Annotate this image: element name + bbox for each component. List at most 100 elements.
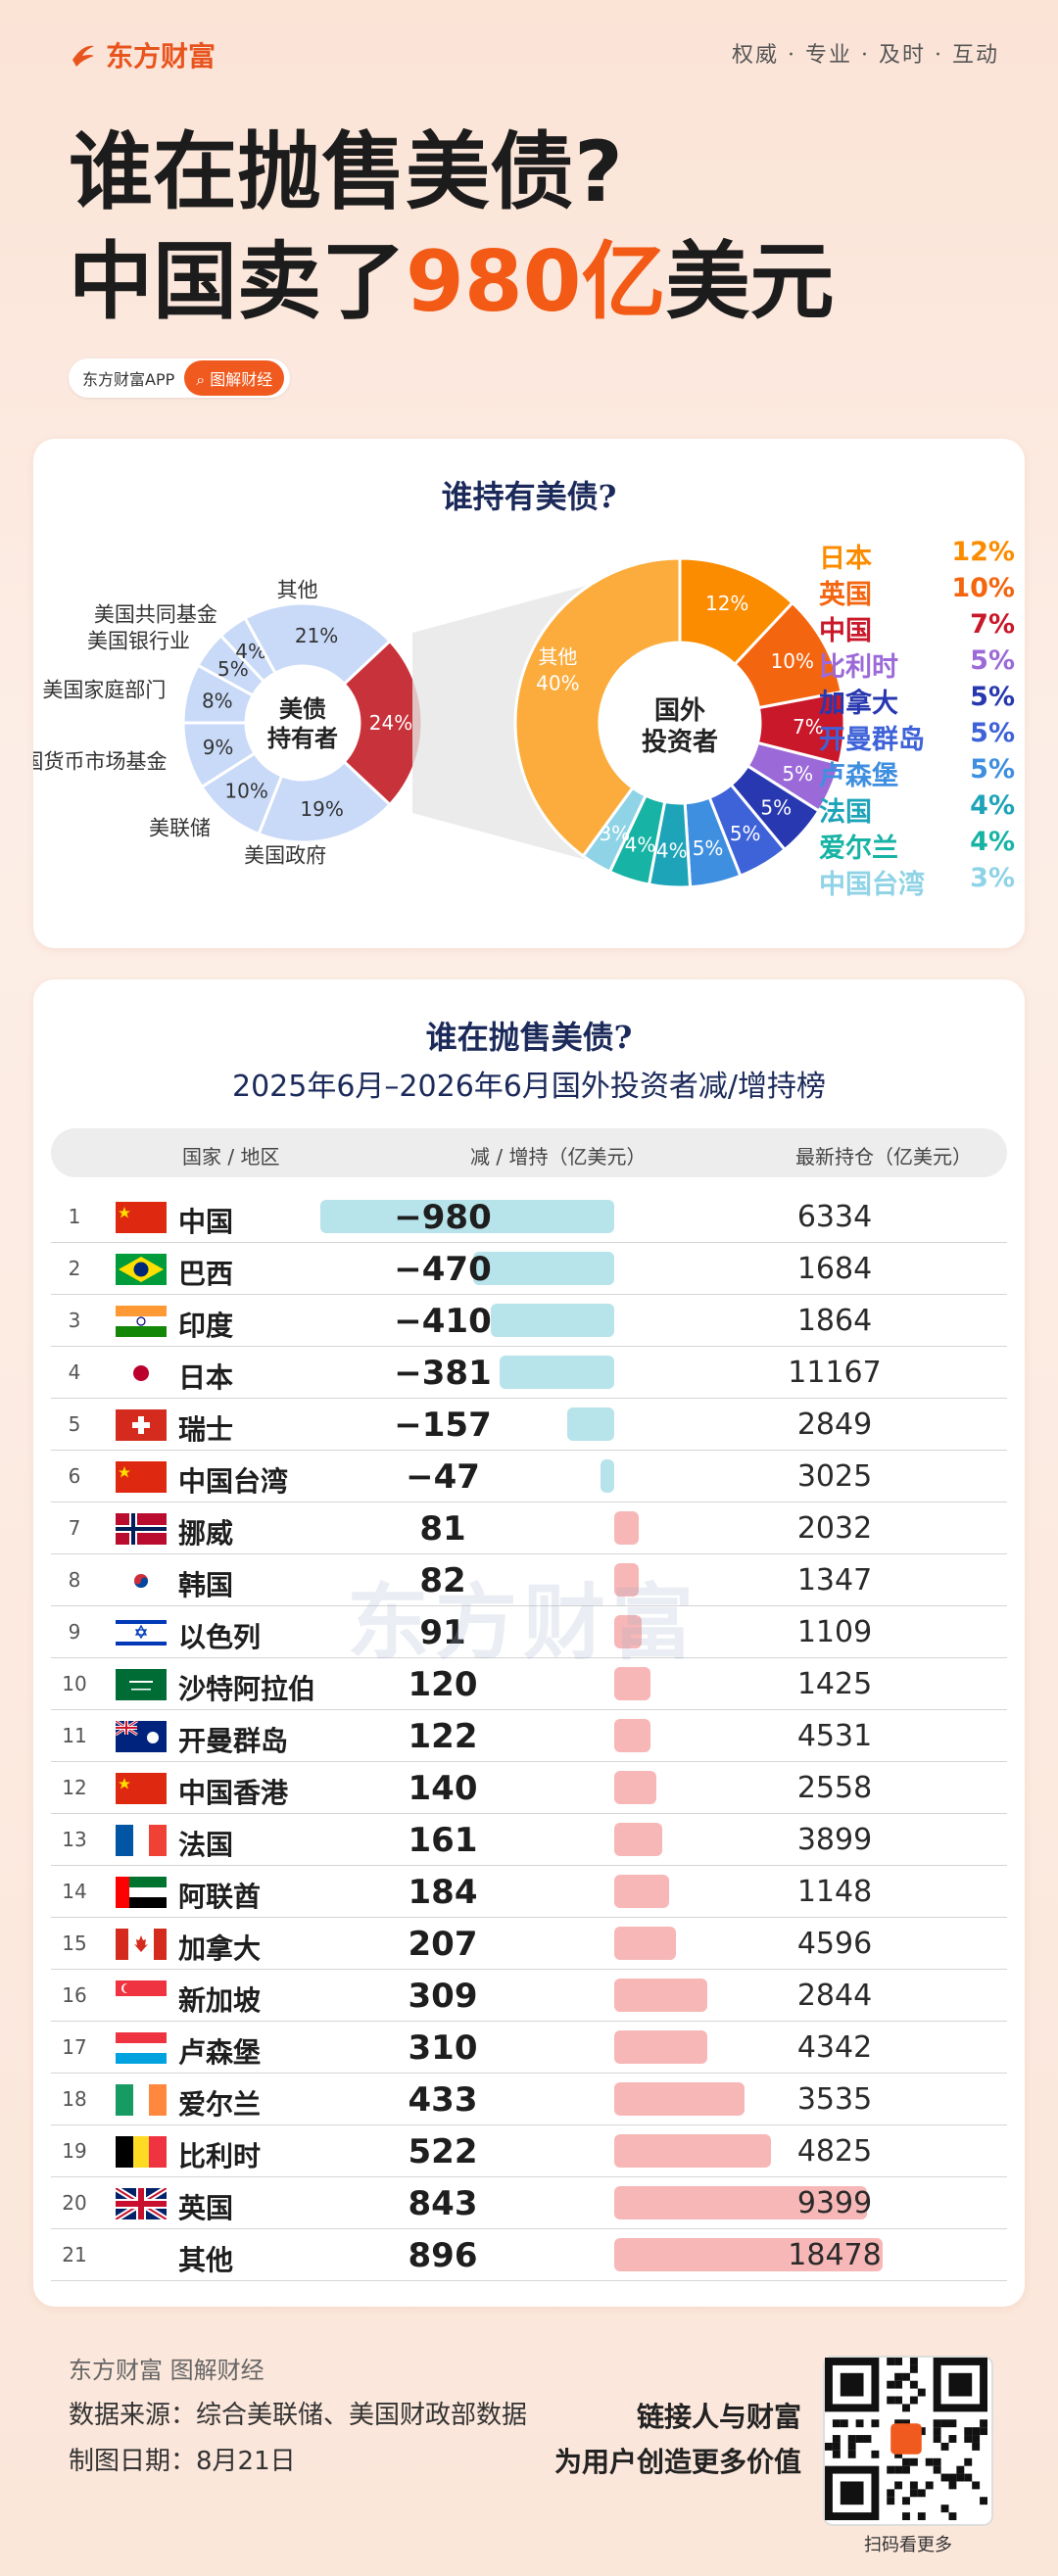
flag-icon: [116, 1825, 167, 1856]
holding-value: 1425: [796, 1667, 873, 1701]
change-value: 522: [408, 2132, 478, 2171]
change-bar: [491, 1304, 614, 1337]
holding-value: 1684: [796, 1252, 873, 1286]
us-holders-donut: 24%19%美国政府10%美联储9%美国货币市场基金8%美国家庭部门5%美国银行…: [33, 579, 424, 868]
region-name: 比利时: [178, 2140, 262, 2172]
slice-label: 美联储: [149, 816, 211, 839]
headline-suffix: 美元: [665, 233, 835, 331]
table-row: 2 巴西 −470 1684: [51, 1243, 1007, 1295]
rank: 10: [62, 1672, 87, 1695]
us-donut-center: 持有者: [267, 725, 338, 752]
slice-label: 美国家庭部门: [42, 679, 166, 702]
table-row: 8 韩国 82 1347: [51, 1554, 1007, 1606]
holders-donut-charts: 24% 19% 美国政府 10% 美联储 9% 美国货币市场基金 8% 美国家庭部门 5% 美国银行…: [33, 556, 846, 889]
footer-tagline: 链接人与财富 为用户创造更多价值: [554, 2395, 801, 2485]
holding-value: 3535: [796, 2082, 873, 2117]
slice-其他: [513, 556, 682, 859]
legend-value: 5%: [970, 645, 1015, 676]
col-holding: 最新持仓（亿美元）: [795, 1145, 972, 1169]
table-row: 5 瑞士 −157 2849: [51, 1399, 1007, 1451]
change-value: 207: [408, 1925, 478, 1964]
change-value: 433: [408, 2080, 478, 2120]
qr-code[interactable]: [823, 2356, 993, 2526]
rank: 9: [68, 1620, 81, 1644]
holding-value: 1109: [796, 1615, 873, 1649]
slice-label: 美国政府: [244, 844, 326, 868]
region-name: 日本: [178, 1361, 234, 1394]
holding-value: 4342: [796, 2030, 873, 2065]
change-bar: [320, 1200, 614, 1233]
legend-item: 比利时 5%: [819, 645, 1015, 683]
change-bar: [614, 2238, 884, 2271]
table-header: 国家 / 地区 减 / 增持（亿美元） 最新持仓（亿美元）: [51, 1128, 1007, 1177]
table-row: 14 阿联酋 184 1148: [51, 1866, 1007, 1918]
col-change: 减 / 增持（亿美元）: [470, 1145, 647, 1169]
rank: 5: [68, 1412, 81, 1436]
legend-value: 10%: [951, 573, 1015, 603]
slice-value: 4%: [656, 839, 688, 863]
foreign-holders-donut: 12%10%7%5%5%5%5%4%4%3%40%其他: [513, 556, 846, 889]
holding-value: 2032: [796, 1511, 873, 1546]
region-name: 新加坡: [178, 1984, 262, 2017]
region-name: 法国: [178, 1829, 234, 1861]
slice-value: 5%: [782, 762, 813, 786]
change-bar: [614, 1979, 707, 2012]
change-bar: [500, 1356, 614, 1389]
flag-icon: [116, 2136, 167, 2168]
flag-icon: [116, 1929, 167, 1960]
region-name: 中国香港: [178, 1777, 289, 1809]
region-name: 阿联酋: [178, 1881, 262, 1913]
slice-value: 4%: [625, 834, 656, 857]
col-region: 国家 / 地区: [182, 1145, 280, 1169]
region-name: 以色列: [178, 1621, 262, 1653]
holding-value: 3025: [796, 1459, 873, 1494]
change-bar: [614, 1667, 650, 1700]
holders-card: 谁持有美债? 24% 19% 美国政府 10% 美联储 9% 美国货币市场基金 8% 美国家庭部…: [33, 439, 1025, 948]
table-row: 18 爱尔兰 433 3535: [51, 2074, 1007, 2125]
slice-value: 24%: [369, 711, 412, 735]
table-row: 11 开曼群岛 122 4531: [51, 1710, 1007, 1762]
flag-icon: [116, 2084, 167, 2116]
change-value: 122: [408, 1717, 478, 1756]
rank: 19: [62, 2139, 87, 2163]
table-row: 17 卢森堡 310 4342: [51, 2022, 1007, 2074]
slice-value: 5%: [760, 796, 792, 820]
slice-value: 21%: [295, 624, 338, 647]
rank: 4: [68, 1360, 81, 1384]
slice-label: 其他: [277, 579, 318, 602]
slice-value: 10%: [224, 779, 267, 802]
slice-value: 5%: [730, 822, 761, 845]
region-name: 中国台湾: [178, 1465, 289, 1498]
table-row: 16 新加坡 309 2844: [51, 1970, 1007, 2022]
foreign-donut-center: 投资者: [642, 728, 718, 757]
headline-highlight: 980亿: [406, 233, 666, 331]
region-name: 印度: [178, 1310, 234, 1342]
slice-label: 美国共同基金: [94, 602, 217, 626]
region-name: 卢森堡: [178, 2036, 262, 2069]
table-row: 13 法国 161 3899: [51, 1814, 1007, 1866]
table-row: 10 沙特阿拉伯 120 1425: [51, 1658, 1007, 1710]
slice-value: 7%: [793, 715, 824, 739]
change-value: 309: [408, 1977, 478, 2016]
change-bar: [614, 1875, 670, 1908]
change-value: 140: [408, 1769, 478, 1808]
holding-value: 4825: [796, 2134, 873, 2169]
holding-value: 2844: [796, 1979, 873, 2013]
flag-icon: [116, 1669, 167, 1700]
slice-value: 10%: [771, 649, 814, 673]
legend-item: 中国台湾 3%: [819, 863, 1015, 900]
rank: 6: [68, 1464, 81, 1488]
app-pill[interactable]: 东方财富APP ⌕ 图解财经: [69, 358, 291, 398]
change-bar: [614, 1719, 651, 1752]
holding-value: 6334: [796, 1200, 873, 1234]
legend-value: 4%: [970, 827, 1015, 857]
flag-icon: [116, 1877, 167, 1908]
change-value: −470: [394, 1250, 492, 1289]
change-value: 184: [408, 1873, 478, 1912]
brand-name: 东方财富: [106, 40, 216, 72]
legend-value: 12%: [951, 537, 1015, 567]
table-row: 9 以色列 91 1109: [51, 1606, 1007, 1658]
region-name: 加拿大: [178, 1932, 262, 1965]
section-tag[interactable]: ⌕ 图解财经: [184, 360, 285, 396]
change-bar: [614, 1823, 663, 1856]
